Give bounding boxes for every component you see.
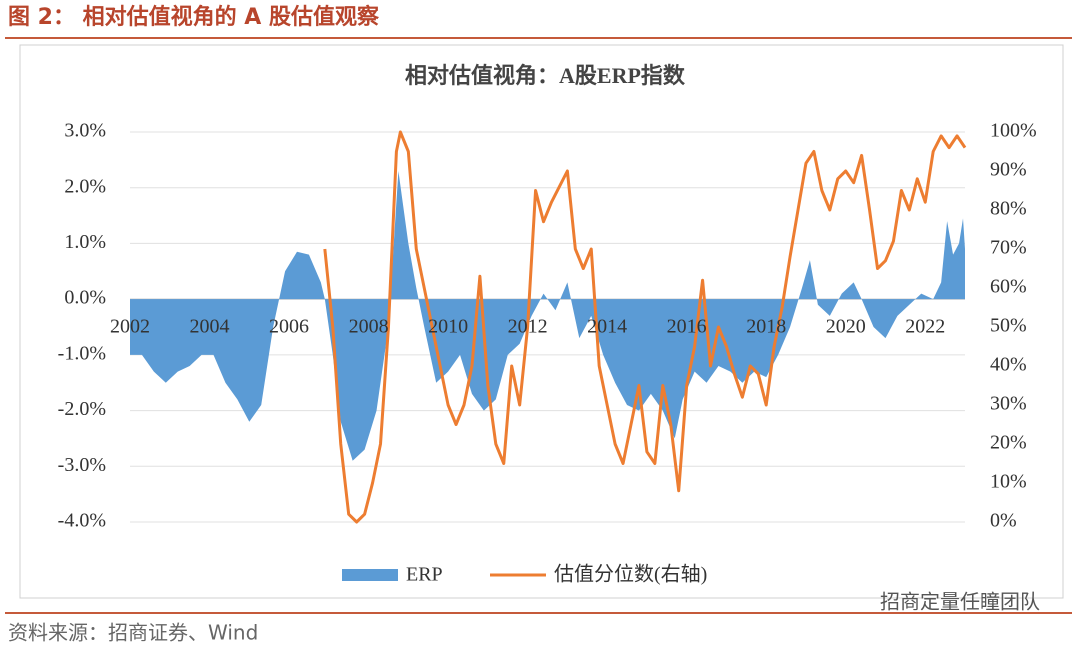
- y2-tick-label: 40%: [990, 354, 1027, 376]
- y-tick-label: -2.0%: [58, 398, 106, 420]
- watermark: 招商定量任瞳团队: [880, 590, 1040, 614]
- y-tick-label: 1.0%: [64, 231, 106, 253]
- y2-tick-label: 90%: [990, 159, 1027, 181]
- x-tick-label: 2010: [428, 316, 468, 338]
- source-note: 资料来源：招商证券、Wind: [8, 621, 258, 645]
- x-tick-label: 2002: [110, 316, 150, 338]
- x-tick-label: 2004: [190, 316, 230, 338]
- figure-title: 图 2： 相对估值视角的 A 股估值观察: [8, 4, 380, 30]
- erp-area: [130, 171, 965, 461]
- y-tick-label: -1.0%: [58, 342, 106, 364]
- x-tick-label: 2018: [746, 316, 786, 338]
- chart-title: 相对估值视角：A股ERP指数: [405, 63, 686, 88]
- y-tick-label: 2.0%: [64, 175, 106, 197]
- x-tick-label: 2014: [587, 316, 627, 338]
- x-tick-label: 2016: [667, 316, 707, 338]
- y2-tick-label: 60%: [990, 276, 1027, 298]
- y2-tick-label: 30%: [990, 393, 1027, 415]
- x-tick-label: 2008: [349, 316, 389, 338]
- legend-swatch: [342, 569, 398, 581]
- x-tick-label: 2022: [905, 316, 945, 338]
- legend-label: 估值分位数(右轴): [554, 563, 707, 586]
- y-tick-label: 0.0%: [64, 287, 106, 309]
- y-tick-label: -3.0%: [58, 454, 106, 476]
- y2-tick-label: 10%: [990, 471, 1027, 493]
- legend-label: ERP: [406, 564, 443, 586]
- y2-tick-label: 100%: [990, 120, 1037, 142]
- y2-tick-label: 20%: [990, 432, 1027, 454]
- x-tick-label: 2012: [508, 316, 548, 338]
- y-tick-label: 3.0%: [64, 120, 106, 142]
- y2-tick-label: 50%: [990, 315, 1027, 337]
- y2-tick-label: 0%: [990, 510, 1017, 532]
- y-tick-label: -4.0%: [58, 510, 106, 532]
- y2-tick-label: 80%: [990, 198, 1027, 220]
- x-tick-label: 2006: [269, 316, 309, 338]
- valuation-line: [323, 130, 967, 524]
- x-tick-label: 2020: [826, 316, 866, 338]
- y2-tick-label: 70%: [990, 237, 1027, 259]
